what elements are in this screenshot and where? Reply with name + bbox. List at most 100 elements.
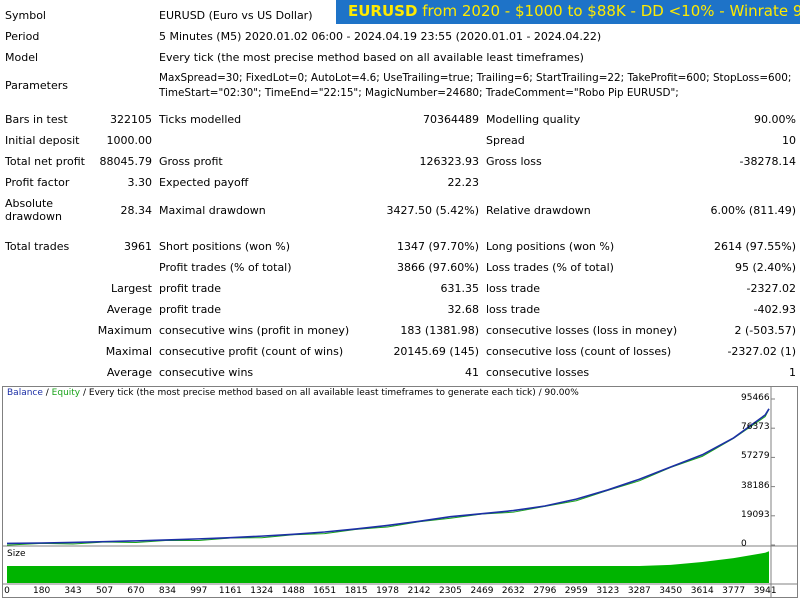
max-consecutive-wins-label: consecutive wins (profit in money) — [159, 324, 350, 337]
legend-equity: Equity — [51, 388, 81, 398]
absolute-drawdown-label-line2: drawdown — [5, 210, 62, 223]
x-tick-label: 1324 — [250, 586, 274, 596]
average-label: Average — [106, 303, 152, 316]
spread-label: Spread — [486, 134, 525, 147]
largest-loss-label: loss trade — [486, 282, 541, 295]
x-tick-label: 834 — [158, 586, 177, 596]
size-area — [7, 551, 769, 583]
max-consecutive-profit-label: consecutive profit (count of wins) — [159, 345, 344, 358]
x-tick-label: 1488 — [281, 586, 305, 596]
symbol-label: Symbol — [5, 9, 46, 22]
largest-loss-value: -2327.02 — [746, 282, 796, 295]
average-profit-value: 32.68 — [447, 303, 480, 316]
chart-legend: Balance / Equity / Every tick (the most … — [7, 388, 579, 398]
avg-consecutive-losses-label: consecutive losses — [486, 366, 590, 379]
short-positions-value: 1347 (97.70%) — [396, 240, 479, 253]
net-profit-value: 88045.79 — [99, 155, 153, 168]
net-profit-label: Total net profit — [5, 155, 85, 168]
x-tick-label: 2796 — [533, 586, 557, 596]
maximum-label: Maximum — [97, 324, 152, 337]
period-label: Period — [5, 30, 40, 43]
x-tick-label: 1651 — [313, 586, 337, 596]
x-tick-label: 1815 — [344, 586, 368, 596]
total-trades-value: 3961 — [124, 240, 152, 253]
size-panel-label: Size — [7, 549, 26, 559]
y-tick-label: 0 — [741, 539, 747, 549]
maximal-label: Maximal — [105, 345, 152, 358]
y-tick-label: 38186 — [741, 480, 770, 491]
gross-profit-value: 126323.93 — [419, 155, 480, 168]
max-consecutive-losses-label: consecutive losses (loss in money) — [486, 324, 678, 337]
bars-label: Bars in test — [5, 113, 68, 126]
expected-payoff-value: 22.23 — [447, 176, 480, 189]
long-positions-value: 2614 (97.55%) — [713, 240, 796, 253]
x-tick-label: 180 — [33, 586, 51, 596]
x-tick-label: 1978 — [376, 586, 399, 596]
profit-trades-label: Profit trades (% of total) — [159, 261, 292, 274]
model-value: Every tick (the most precise method base… — [159, 51, 584, 64]
period-value: 5 Minutes (M5) 2020.01.02 06:00 - 2024.0… — [159, 30, 602, 43]
short-positions-label: Short positions (won %) — [159, 240, 291, 253]
gross-loss-label: Gross loss — [486, 155, 542, 168]
gross-loss-value: -38278.14 — [739, 155, 796, 168]
x-tick-label: 1161 — [218, 586, 242, 596]
x-tick-label: 507 — [95, 586, 114, 596]
ticks-label: Ticks modelled — [159, 113, 242, 126]
deposit-value: 1000.00 — [106, 134, 153, 147]
average-profit-label: profit trade — [159, 303, 222, 316]
legend-description: / Every tick (the most precise method ba… — [80, 388, 579, 398]
x-tick-label: 670 — [127, 586, 145, 596]
x-tick-label: 2305 — [438, 586, 462, 596]
total-trades-label: Total trades — [5, 240, 70, 253]
absolute-drawdown-value: 28.34 — [120, 204, 153, 217]
ticks-value: 70364489 — [423, 113, 479, 126]
max-consecutive-loss-value: -2327.02 (1) — [727, 345, 796, 358]
max-consecutive-wins-value: 183 (1381.98) — [400, 324, 479, 337]
profit-factor-label: Profit factor — [5, 176, 70, 189]
largest-profit-value: 631.35 — [440, 282, 480, 295]
gross-profit-label: Gross profit — [159, 155, 223, 168]
x-tick-label: 2142 — [407, 586, 431, 596]
x-tick-label: 0 — [4, 586, 10, 596]
legend-separator: / — [42, 388, 52, 398]
y-tick-label: 95466 — [741, 393, 770, 403]
chart-canvas — [3, 387, 797, 597]
banner-text: from 2020 - $1000 to $88K - DD <10% - Wi… — [417, 2, 800, 20]
max-consecutive-loss-label: consecutive loss (count of losses) — [486, 345, 672, 358]
loss-trades-value: 95 (2.40%) — [734, 261, 796, 274]
y-tick-label: 76373 — [741, 422, 770, 433]
promo-banner: EURUSD from 2020 - $1000 to $88K - DD <1… — [336, 0, 800, 24]
parameters-line1: MaxSpread=30; FixedLot=0; AutoLot=4.6; U… — [159, 72, 792, 84]
parameters-label: Parameters — [5, 79, 68, 92]
x-tick-label: 3450 — [659, 586, 683, 596]
maximal-drawdown-value: 3427.50 (5.42%) — [386, 204, 479, 217]
max-consecutive-losses-value: 2 (-503.57) — [734, 324, 796, 337]
avg-consecutive-losses-value: 1 — [789, 366, 796, 379]
avg-consecutive-wins-value: 41 — [465, 366, 479, 379]
deposit-label: Initial deposit — [5, 134, 80, 147]
maximal-drawdown-label: Maximal drawdown — [159, 204, 266, 217]
largest-label: Largest — [111, 282, 152, 295]
modelling-quality-label: Modelling quality — [486, 113, 581, 126]
bars-value: 322105 — [110, 113, 152, 126]
legend-balance: Balance — [7, 388, 43, 398]
profit-factor-value: 3.30 — [127, 176, 153, 189]
symbol-value: EURUSD (Euro vs US Dollar) — [159, 9, 313, 22]
x-tick-label: 3123 — [596, 586, 620, 596]
x-tick-label: 343 — [64, 586, 82, 596]
relative-drawdown-value: 6.00% (811.49) — [710, 204, 796, 217]
average-loss-label: loss trade — [486, 303, 541, 316]
avg-consecutive-wins-label: consecutive wins — [159, 366, 254, 379]
strategy-tester-report: Symbol EURUSD (Euro vs US Dollar) Period… — [5, 9, 796, 379]
y-tick-label: 57279 — [741, 451, 770, 462]
balance-chart: Balance / Equity / Every tick (the most … — [2, 386, 798, 598]
x-tick-label: 3941 — [753, 586, 777, 596]
expected-payoff-label: Expected payoff — [159, 176, 249, 189]
average-loss-value: -402.93 — [753, 303, 796, 316]
x-tick-label: 3614 — [690, 586, 714, 596]
largest-profit-label: profit trade — [159, 282, 222, 295]
relative-drawdown-label: Relative drawdown — [486, 204, 591, 217]
spread-value: 10 — [782, 134, 796, 147]
x-tick-label: 2959 — [564, 586, 588, 596]
x-tick-label: 3777 — [722, 586, 746, 596]
